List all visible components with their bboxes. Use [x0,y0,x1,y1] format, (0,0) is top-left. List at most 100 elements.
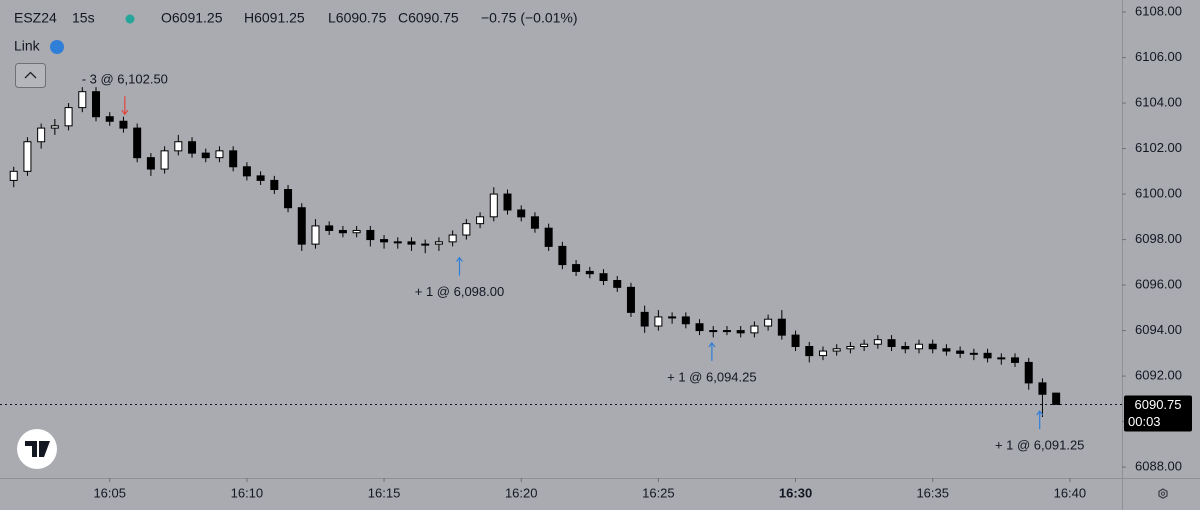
link-dot[interactable] [50,40,64,54]
candle-body [1024,361,1033,384]
candle-body [421,243,430,246]
candle-body [37,127,46,143]
trade-label: + 1 @ 6,094.25 [667,369,756,384]
candle-body [105,116,114,122]
candle-body [489,193,498,218]
trade-arrow [121,96,129,116]
candle-body [544,227,553,247]
candle-body [791,334,800,347]
logo[interactable] [17,429,57,469]
x-tick-label: 16:25 [642,485,675,500]
x-tick-label: 16:15 [368,485,401,500]
candle-body [503,193,512,211]
candle-body [777,318,786,336]
logo-dot[interactable] [39,441,45,447]
candle-body [50,125,59,129]
y-tick-label: 6096.00 [1135,277,1182,292]
trade-label: + 1 @ 6,098.00 [415,284,504,299]
ohlc-open: O6091.25 [161,10,223,26]
candle-body [668,316,677,319]
settings-icon[interactable] [1158,488,1168,499]
link-label[interactable]: Link [14,38,41,54]
candle-body [284,189,293,209]
x-tick-label: 16:05 [93,485,126,500]
y-tick-label: 6108.00 [1135,3,1182,18]
candle-body [23,141,32,172]
y-tick-label: 6092.00 [1135,368,1182,383]
candle-body [709,330,718,333]
candle-body [517,209,526,218]
candle-body [78,91,87,109]
candle-body [119,120,128,129]
candle-body [558,245,567,266]
last-price-box [1124,395,1192,432]
candle-body [722,330,731,333]
trade-arrow [456,256,463,276]
candle-body [681,316,690,325]
candle-body [188,141,197,154]
candle-body [983,352,992,359]
candle-body [338,229,347,234]
trade-label: - 3 @ 6,102.50 [82,72,168,87]
candle-body [873,339,882,345]
y-tick-label: 6102.00 [1135,140,1182,155]
x-tick-label: 16:35 [916,485,949,500]
candle-body [695,323,704,332]
candle-body [270,179,279,191]
collapse-button[interactable] [15,63,46,88]
x-tick-label: 16:30 [779,485,812,500]
last-price-label: 6090.75 [1135,397,1182,412]
candle-body [215,150,224,159]
candle-body [805,345,814,357]
collapse-box[interactable] [15,63,46,88]
candle-body [1011,357,1020,363]
collapse-chevron[interactable] [24,71,37,79]
candle-body [133,127,142,159]
candle-body [434,241,443,245]
candle-body [585,270,594,275]
trade-arrow [1036,410,1044,430]
interval: 15s [72,10,95,26]
candle-body [832,348,841,352]
candle-body [201,152,210,159]
settings-icon-center[interactable] [1160,491,1166,496]
candle-body [380,239,389,243]
candle-body [352,229,361,234]
candle-body [476,216,485,225]
y-tick-label: 6088.00 [1135,459,1182,474]
plot-area [9,87,1061,418]
candle-body [846,345,855,350]
y-tick-label: 6098.00 [1135,231,1182,246]
candle-body [9,170,18,181]
y-tick-label: 6094.00 [1135,322,1182,337]
candle-body [626,286,635,313]
candle-body [256,175,265,181]
status-dot [125,14,135,24]
candle-body [969,352,978,355]
y-tick-label: 6104.00 [1135,94,1182,109]
candle-body [92,91,101,118]
ohlc-close: C6090.75 [398,10,459,26]
y-tick-label: 6100.00 [1135,186,1182,201]
candle-body [956,350,965,354]
candle-body [997,357,1006,360]
candle-body [530,216,539,229]
trade-label: + 1 @ 6,091.25 [995,438,1084,453]
candle-body [654,316,663,327]
candle-body [64,107,73,127]
candle-body [599,273,608,282]
candle-body [928,343,937,350]
candle-body [311,225,320,245]
ohlc-high: H6091.25 [244,10,305,26]
candle-body [818,350,827,357]
candle-body [448,234,457,243]
y-tick-label: 6106.00 [1135,49,1182,64]
candle-body [242,166,251,177]
candle-body [901,345,910,350]
candle-body [572,264,581,272]
candle-body [1052,392,1061,406]
candle-body [297,207,306,245]
candle-body [640,311,649,327]
